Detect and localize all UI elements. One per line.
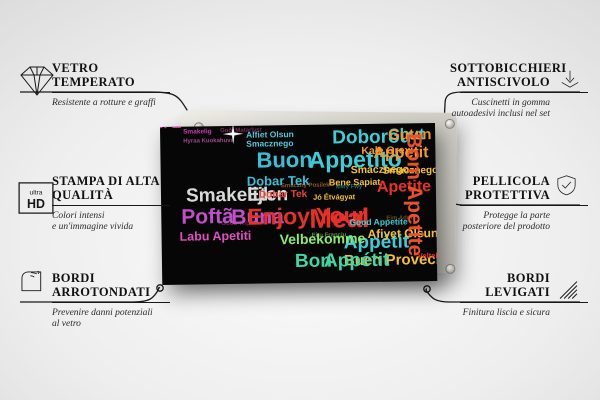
svg-text:HD: HD: [27, 197, 45, 211]
svg-text:ultra: ultra: [30, 189, 43, 196]
